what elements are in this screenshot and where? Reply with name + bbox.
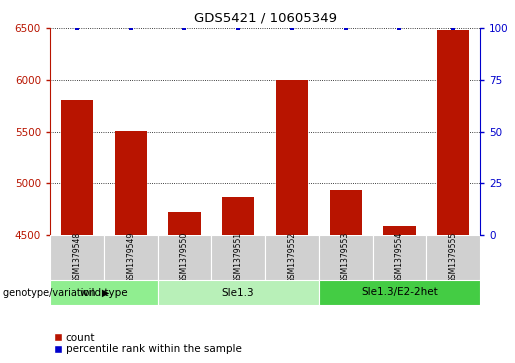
Bar [158,235,211,280]
Bar [265,235,319,280]
Bar [426,235,480,280]
Bar [383,226,416,235]
Bar [50,280,158,305]
Text: Sle1.3: Sle1.3 [222,287,254,298]
Bar [61,101,93,235]
Point [395,25,403,31]
Bar [50,235,104,280]
Point [341,25,350,31]
Bar [319,235,372,280]
Point [127,25,135,31]
Text: GSM1379548: GSM1379548 [73,232,81,283]
Point [449,25,457,31]
Text: GSM1379550: GSM1379550 [180,232,189,283]
Bar [330,191,362,235]
Point [180,25,188,31]
Bar [168,212,200,235]
Text: GSM1379551: GSM1379551 [234,232,243,283]
Point [73,25,81,31]
Text: genotype/variation  ▶: genotype/variation ▶ [3,287,109,298]
Text: GSM1379549: GSM1379549 [126,232,135,283]
Bar [437,30,469,235]
Bar [158,280,319,305]
Point [288,25,296,31]
Text: Sle1.3/E2-2het: Sle1.3/E2-2het [361,287,438,298]
Point [234,25,242,31]
Legend: count, percentile rank within the sample: count, percentile rank within the sample [55,333,242,354]
Text: GSM1379553: GSM1379553 [341,232,350,283]
Bar [104,235,158,280]
Bar [211,235,265,280]
Bar [372,235,426,280]
Bar [319,280,480,305]
Bar [114,131,147,235]
Text: GSM1379555: GSM1379555 [449,232,458,283]
Bar [222,197,254,235]
Text: GSM1379554: GSM1379554 [395,232,404,283]
Bar [276,80,308,235]
Title: GDS5421 / 10605349: GDS5421 / 10605349 [194,11,336,24]
Text: wild type: wild type [80,287,128,298]
Text: GSM1379552: GSM1379552 [287,232,296,283]
